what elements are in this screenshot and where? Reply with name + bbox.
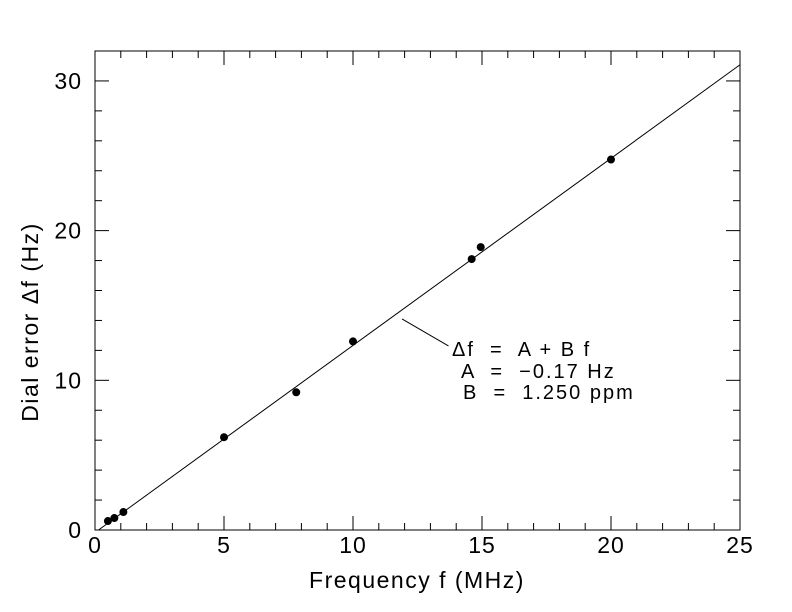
y-tick-label: 10: [54, 367, 82, 393]
x-tick-label: 10: [339, 532, 367, 558]
x-tick-label: 25: [726, 532, 754, 558]
data-point: [119, 508, 128, 517]
x-tick-label: 20: [597, 532, 625, 558]
y-tick-label: 20: [54, 218, 82, 244]
x-tick-label: 5: [217, 532, 231, 558]
x-axis-title: Frequency f (MHz): [309, 567, 525, 593]
fit-intercept: A = −0.17 Hz: [461, 361, 616, 383]
plot-layer: 0 5 10 15 20 25 0 10 20 30: [54, 50, 754, 558]
fit-line: [98, 64, 741, 531]
data-point: [349, 337, 357, 346]
data-point: [103, 517, 112, 526]
data-point: [292, 388, 301, 397]
data-point: [467, 255, 476, 264]
data-point: [607, 155, 615, 164]
y-tick-label: 0: [68, 517, 82, 543]
x-tick-label: 0: [88, 532, 102, 558]
fit-slope: B = 1.250 ppm: [463, 382, 635, 404]
annotation-leader-line: [401, 318, 449, 347]
x-tick-label: 15: [468, 532, 496, 558]
data-point: [476, 243, 485, 252]
data-point: [220, 433, 228, 442]
plot-frame: [94, 50, 741, 531]
data-point: [110, 514, 119, 523]
fit-equation: Δf = A + B f: [452, 339, 591, 361]
y-tick-label: 30: [54, 68, 82, 94]
y-axis-title: Dial error Δf (Hz): [17, 222, 43, 422]
